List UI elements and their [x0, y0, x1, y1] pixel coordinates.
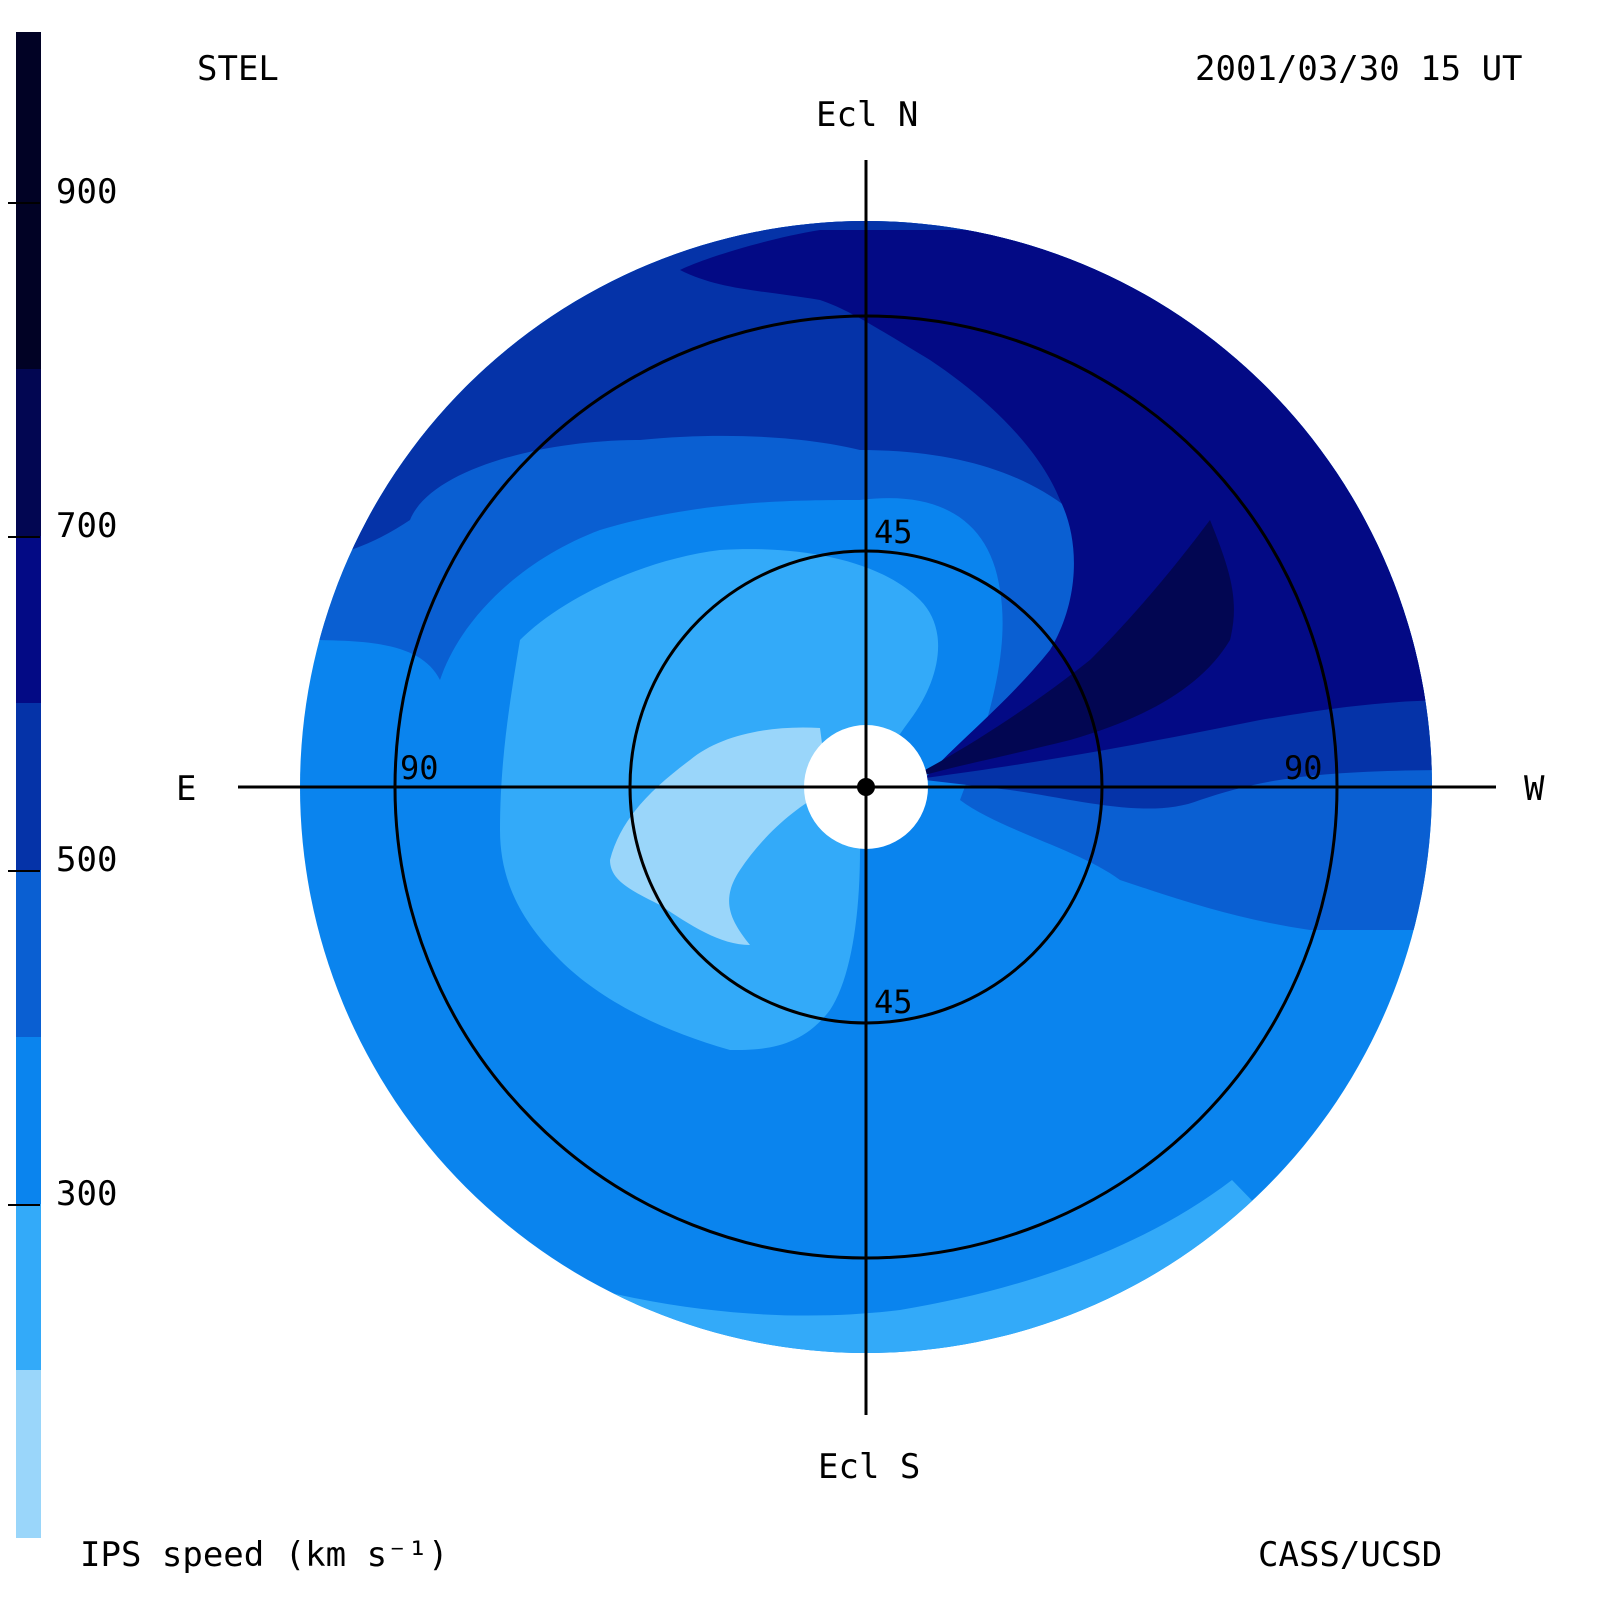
colorbar-segment: [16, 1204, 41, 1370]
ring-label-45-lower: 45: [874, 983, 913, 1021]
east-label: E: [176, 769, 197, 809]
colorbar-tick-label: 300: [56, 1174, 118, 1214]
west-label: W: [1524, 769, 1545, 809]
sun-center-dot: [857, 778, 875, 796]
colorbar-tick: [8, 202, 40, 204]
colorbar-tick-label: 500: [56, 840, 118, 880]
colorbar-tick: [8, 536, 40, 538]
colorbar-segment: [16, 703, 41, 870]
speed-region-250: [610, 727, 828, 945]
timestamp-label: 2001/03/30 15 UT: [1195, 49, 1523, 89]
colorbar-segment: [16, 32, 41, 369]
colorbar-segment: [16, 369, 41, 536]
ecliptic-south-label: Ecl S: [818, 1447, 921, 1487]
colorbar-segment: [16, 536, 41, 703]
ring-label-45-upper: 45: [874, 513, 913, 551]
ring-label-90-right: 90: [1284, 749, 1323, 787]
colorbar-tick-label: 900: [56, 172, 118, 212]
colorbar-segment: [16, 870, 41, 1037]
colorbar-tick: [8, 870, 40, 872]
ecliptic-north-label: Ecl N: [816, 95, 919, 135]
colorbar-segment: [16, 1037, 41, 1204]
colorbar-title: IPS speed (km s⁻¹): [80, 1535, 449, 1575]
station-label: STEL: [197, 49, 279, 89]
colorbar-tick-label: 700: [56, 506, 118, 546]
speed-region-850: [925, 520, 1234, 775]
colorbar-tick: [8, 1204, 40, 1206]
ring-label-90-left: 90: [400, 749, 439, 787]
colorbar-segment: [16, 1370, 41, 1538]
credit-label: CASS/UCSD: [1258, 1535, 1443, 1575]
